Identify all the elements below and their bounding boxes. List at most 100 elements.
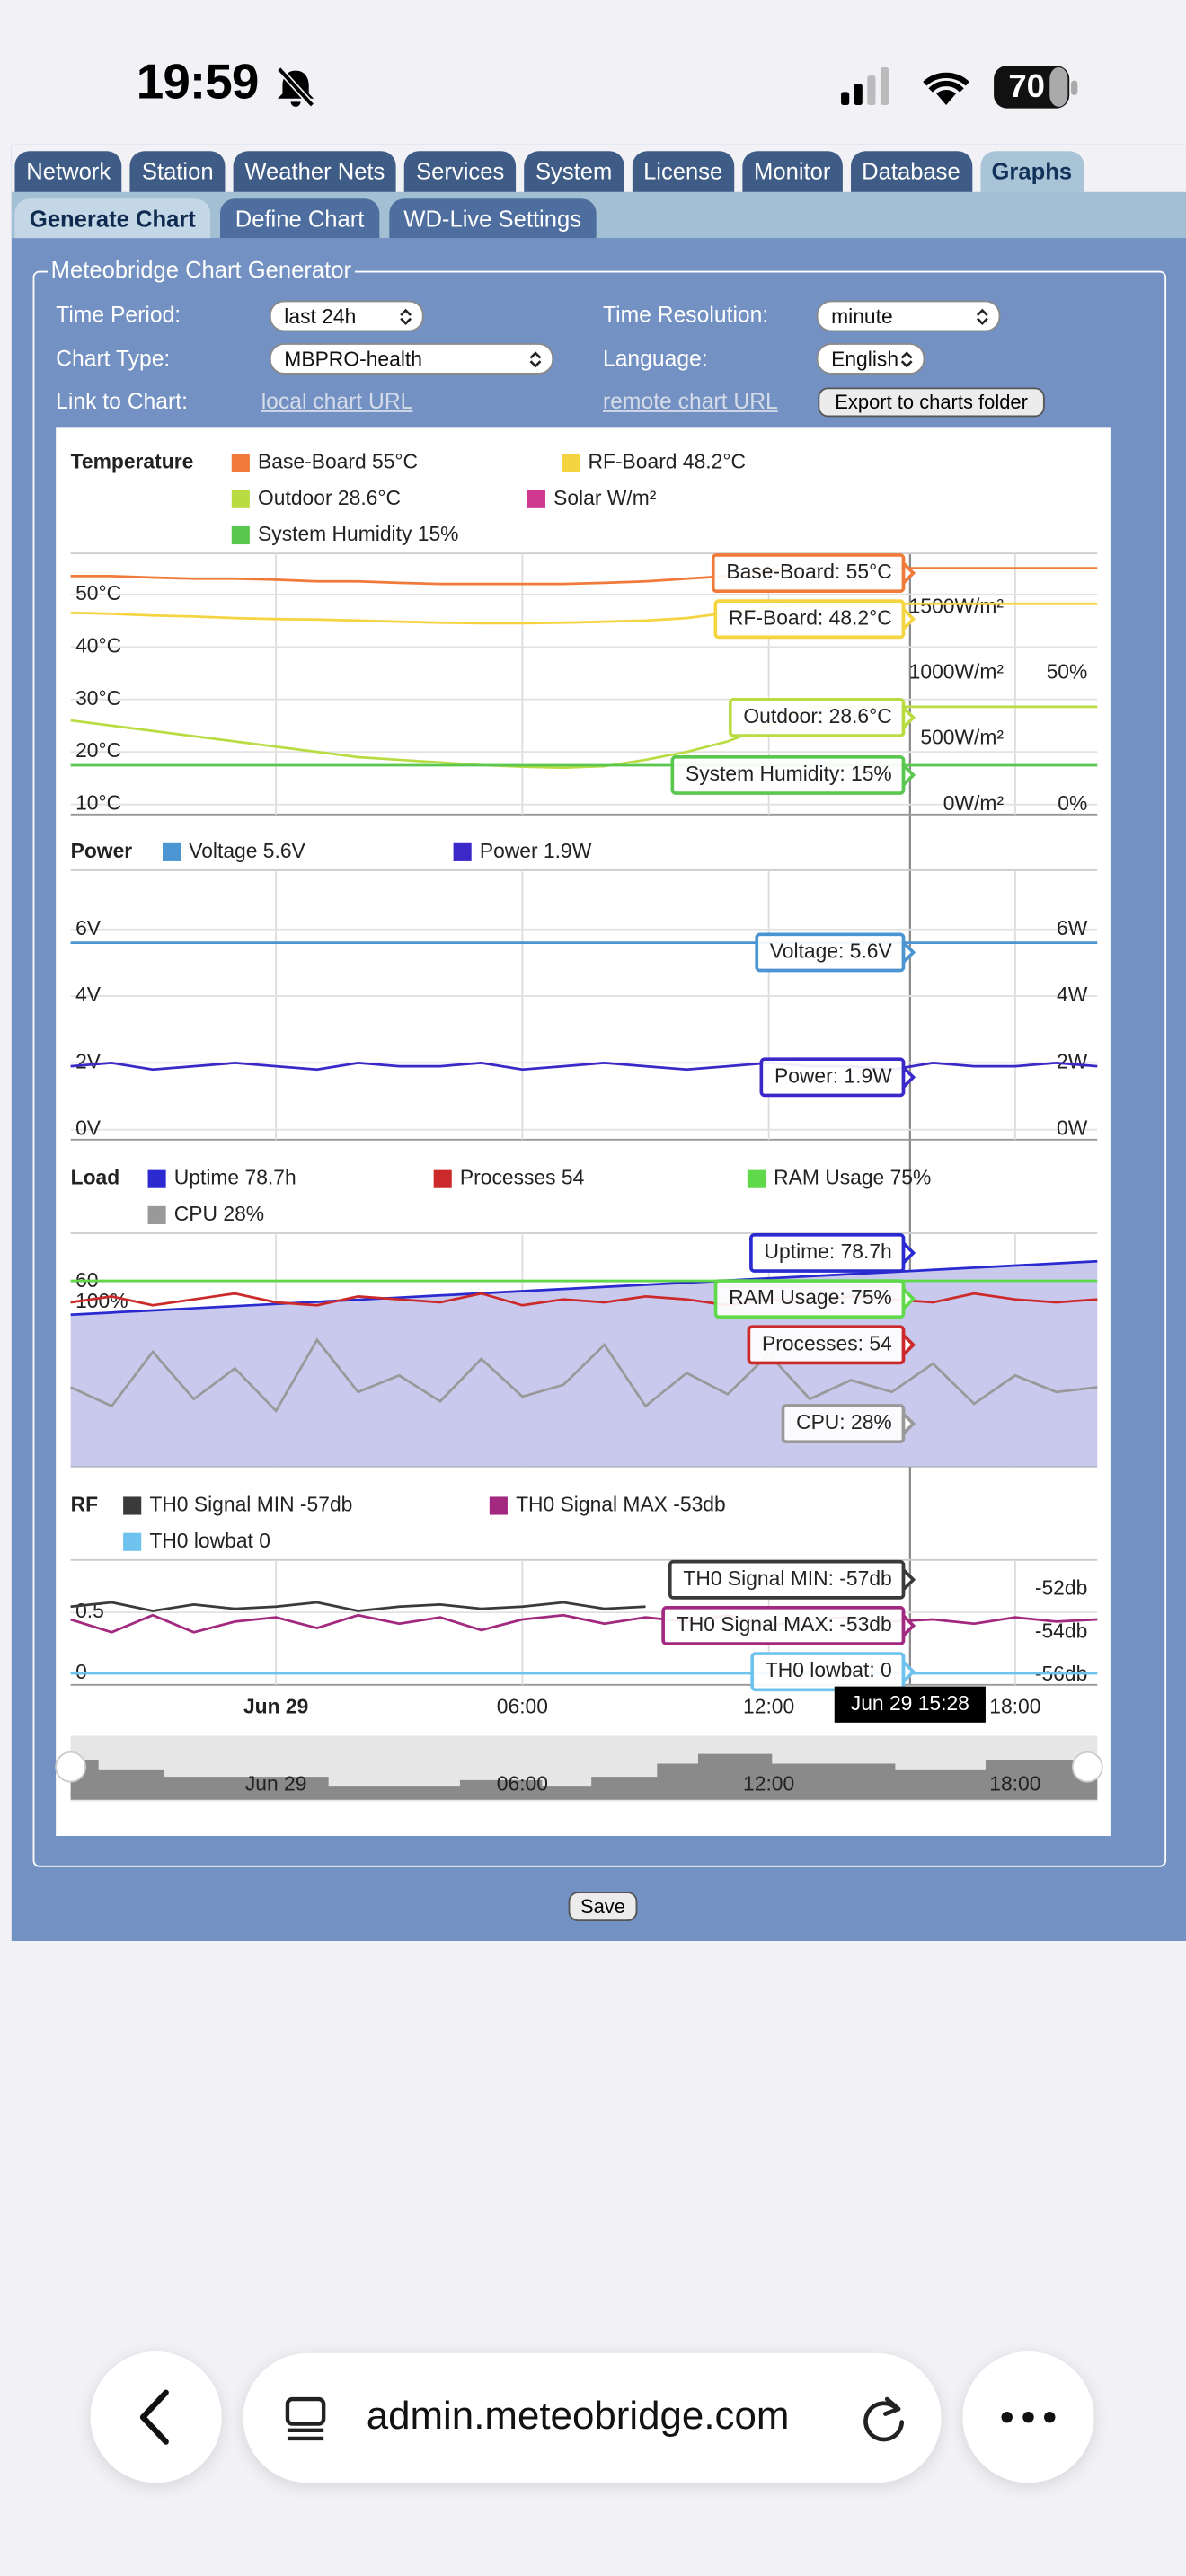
y-tick-label: 0W/m² bbox=[943, 791, 1005, 815]
series-line bbox=[70, 1613, 1098, 1634]
legend-label: System Humidity 15% bbox=[258, 522, 458, 545]
y-tick-label: 6W bbox=[1057, 916, 1088, 940]
y-tick-label: -54db bbox=[1035, 1619, 1087, 1642]
tab[interactable]: Monitor bbox=[742, 151, 843, 192]
chevron bbox=[976, 308, 988, 325]
more-button[interactable] bbox=[962, 2351, 1094, 2483]
reload-icon[interactable] bbox=[857, 2393, 910, 2446]
link[interactable]: remote chart URL bbox=[602, 389, 778, 414]
y-tick-label: 50°C bbox=[75, 581, 121, 604]
y-tick-label: 40°C bbox=[75, 633, 121, 657]
legend-swatch bbox=[147, 1169, 166, 1188]
address-bar[interactable] bbox=[243, 2352, 942, 2483]
save-button[interactable]: Save bbox=[568, 1892, 638, 1922]
label: Time Resolution: bbox=[602, 302, 769, 327]
cursor-label: Jun 29 15:28 bbox=[851, 1691, 969, 1715]
navigator-handle[interactable] bbox=[55, 1751, 86, 1783]
y-tick-label: 4W bbox=[1057, 983, 1088, 1006]
link[interactable]: local chart URL bbox=[261, 389, 413, 414]
tooltip-arrow bbox=[901, 604, 916, 633]
tab[interactable]: Graphs bbox=[979, 151, 1084, 192]
x-tick-label: 12:00 bbox=[743, 1694, 794, 1717]
tab[interactable]: Station bbox=[130, 151, 226, 192]
tooltip-arrow bbox=[901, 1063, 916, 1091]
navigator-handle[interactable] bbox=[1071, 1751, 1103, 1783]
series-line bbox=[70, 602, 1098, 625]
y-tick-label: 50% bbox=[1047, 660, 1088, 684]
tooltip-label: TH0 Signal MAX: -53db bbox=[677, 1612, 892, 1636]
y-tick-label: 20°C bbox=[75, 738, 121, 762]
y-tick-label: 500W/m² bbox=[920, 726, 1004, 749]
legend-swatch bbox=[123, 1496, 142, 1515]
navigator-label: 12:00 bbox=[743, 1771, 794, 1795]
legend-label: Solar W/m² bbox=[553, 486, 657, 509]
select-value: MBPRO-health bbox=[284, 348, 422, 372]
series-line bbox=[70, 705, 1098, 770]
tooltip-arrow bbox=[901, 1284, 916, 1313]
tooltip-arrow bbox=[901, 1239, 916, 1267]
chevron bbox=[529, 351, 542, 368]
label: Time Period: bbox=[56, 302, 181, 327]
y-tick-label: 10°C bbox=[75, 791, 121, 815]
select-value: last 24h bbox=[284, 305, 357, 329]
select-value: English bbox=[831, 348, 899, 372]
tab[interactable]: License bbox=[632, 151, 735, 192]
tooltip-label: System Humidity: 15% bbox=[686, 762, 892, 785]
select[interactable]: English bbox=[816, 343, 925, 375]
tooltip-arrow bbox=[901, 1611, 916, 1640]
legend-swatch bbox=[453, 842, 472, 861]
y-tick-label: 2V bbox=[75, 1049, 102, 1072]
select[interactable]: minute bbox=[816, 300, 1001, 332]
subtab-bar: Generate Chart Define Chart WD-Live Settin… bbox=[11, 191, 1186, 239]
subtab[interactable]: Define Chart bbox=[220, 198, 379, 239]
tab[interactable]: Network bbox=[14, 151, 122, 192]
tab[interactable]: Weather Nets bbox=[233, 151, 397, 192]
navigator-label: 06:00 bbox=[497, 1771, 548, 1795]
label: Link to Chart: bbox=[56, 389, 188, 414]
tabs-icon bbox=[285, 2396, 326, 2441]
y-tick-label: 4V bbox=[75, 983, 102, 1006]
subtab[interactable]: Generate Chart bbox=[14, 198, 211, 239]
tooltip-arrow bbox=[901, 1330, 916, 1359]
tooltip-label: Voltage: 5.6V bbox=[770, 939, 893, 962]
tooltip-label: Outdoor: 28.6°C bbox=[743, 704, 891, 728]
legend-swatch bbox=[747, 1169, 766, 1188]
tab[interactable]: System bbox=[524, 151, 624, 192]
status-icons bbox=[841, 66, 1078, 109]
tooltip-label: RF-Board: 48.2°C bbox=[729, 605, 892, 629]
panel-title: RF bbox=[71, 1493, 98, 1516]
legend-label: Voltage 5.6V bbox=[189, 839, 305, 862]
select[interactable]: last 24h bbox=[269, 300, 424, 332]
legend-label: Power 1.9W bbox=[480, 839, 592, 862]
x-tick-label: 18:00 bbox=[989, 1694, 1040, 1717]
tab[interactable]: Database bbox=[850, 151, 972, 192]
select-value: minute bbox=[831, 305, 893, 329]
tab[interactable]: Services bbox=[404, 151, 517, 192]
legend-swatch bbox=[147, 1205, 166, 1224]
back-button[interactable] bbox=[90, 2351, 222, 2483]
subtab[interactable]: WD-Live Settings bbox=[388, 198, 597, 239]
tooltip-arrow bbox=[901, 1409, 916, 1438]
navigator-series bbox=[70, 1753, 1098, 1800]
fieldset bbox=[32, 270, 1167, 1867]
legend-swatch bbox=[527, 490, 545, 508]
tooltip-label: Base-Board: 55°C bbox=[726, 560, 891, 583]
legend-swatch bbox=[433, 1169, 452, 1188]
y-tick-label: 0W bbox=[1057, 1116, 1088, 1140]
subtabs: Generate Chart Define Chart WD-Live Settin… bbox=[14, 198, 606, 239]
label: Language: bbox=[602, 346, 708, 372]
y-tick-label: 30°C bbox=[75, 686, 121, 710]
select[interactable]: MBPRO-health bbox=[269, 343, 554, 375]
cursor-label-box bbox=[834, 1686, 986, 1723]
tooltip-label: Uptime: 78.7h bbox=[765, 1239, 892, 1263]
y-tick-label: 0% bbox=[1058, 791, 1087, 815]
series-line bbox=[70, 1062, 1098, 1072]
fieldset-legend: Meteobridge Chart Generator bbox=[48, 256, 355, 283]
y-tick-label: 0 bbox=[75, 1660, 87, 1683]
export-button[interactable]: Export to charts folder bbox=[818, 387, 1045, 418]
legend-swatch bbox=[231, 454, 250, 472]
tooltip-arrow bbox=[901, 1657, 916, 1686]
legend-label: CPU 28% bbox=[174, 1202, 264, 1225]
